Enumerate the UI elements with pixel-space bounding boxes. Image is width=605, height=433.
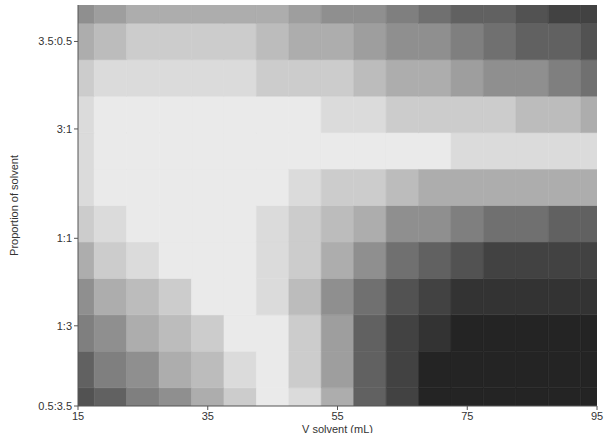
- svg-text:0.5:3.5: 0.5:3.5: [38, 400, 72, 412]
- svg-text:1:1: 1:1: [57, 232, 72, 244]
- svg-text:V solvent (mL): V solvent (mL): [302, 423, 373, 433]
- svg-text:35: 35: [202, 410, 214, 422]
- svg-text:3:1: 3:1: [57, 123, 72, 135]
- svg-text:15: 15: [72, 410, 84, 422]
- svg-text:3.5:0.5: 3.5:0.5: [38, 35, 72, 47]
- svg-text:95: 95: [591, 410, 597, 422]
- svg-text:Proportion of solvent: Proportion of solvent: [8, 155, 20, 256]
- svg-text:55: 55: [331, 410, 343, 422]
- svg-text:75: 75: [461, 410, 473, 422]
- svg-text:1:3: 1:3: [57, 320, 72, 332]
